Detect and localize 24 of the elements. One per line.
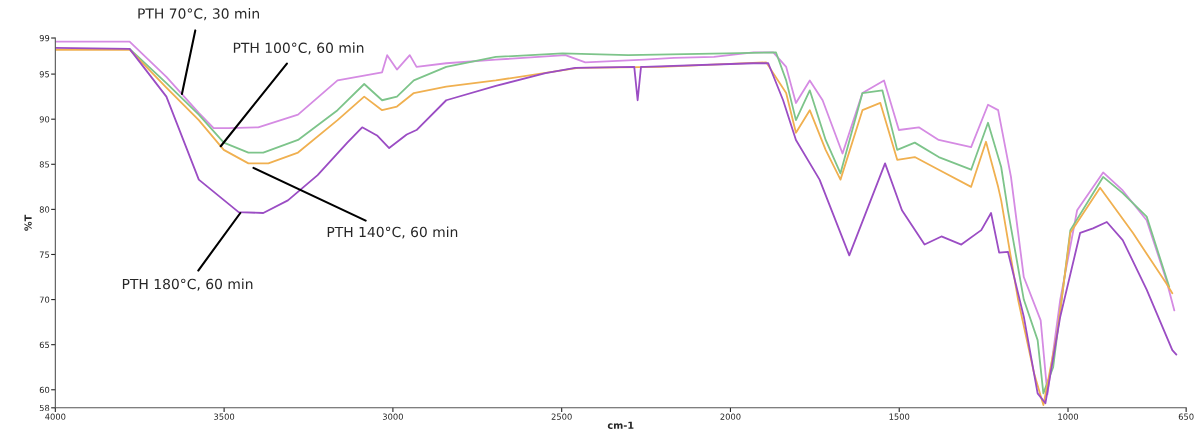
x-tick-label: 1500	[889, 413, 910, 420]
x-tick-label: 650	[1178, 413, 1194, 420]
y-tick-label: 99	[39, 35, 50, 42]
y-tick-label: 90	[39, 116, 50, 123]
y-tick-label: 60	[39, 386, 50, 394]
x-tick-label: 2500	[551, 413, 572, 420]
y-tick-label: 85	[39, 161, 50, 168]
y-tick-label: 75	[39, 251, 50, 258]
y-axis-title: %T	[24, 214, 32, 231]
annotation: PTH 100°C, 60 min	[233, 42, 364, 55]
x-axis-title: cm-1	[607, 421, 634, 429]
annotation: PTH 180°C, 60 min	[122, 278, 253, 291]
y-tick-label: 70	[39, 296, 50, 303]
x-tick-label: 4000	[45, 413, 66, 420]
x-tick-label: 2000	[720, 413, 741, 420]
y-tick-label: 80	[39, 206, 50, 213]
x-tick-label: 3000	[382, 413, 403, 420]
annotation: PTH 140°C, 60 min	[327, 226, 458, 239]
annotation: PTH 70°C, 30 min	[138, 8, 259, 21]
y-tick-label: 95	[39, 71, 50, 78]
x-tick-label: 1000	[1058, 413, 1079, 420]
y-tick-label: 65	[39, 341, 50, 348]
x-tick-label: 3500	[214, 413, 235, 420]
y-tick-label: 58	[39, 404, 50, 412]
